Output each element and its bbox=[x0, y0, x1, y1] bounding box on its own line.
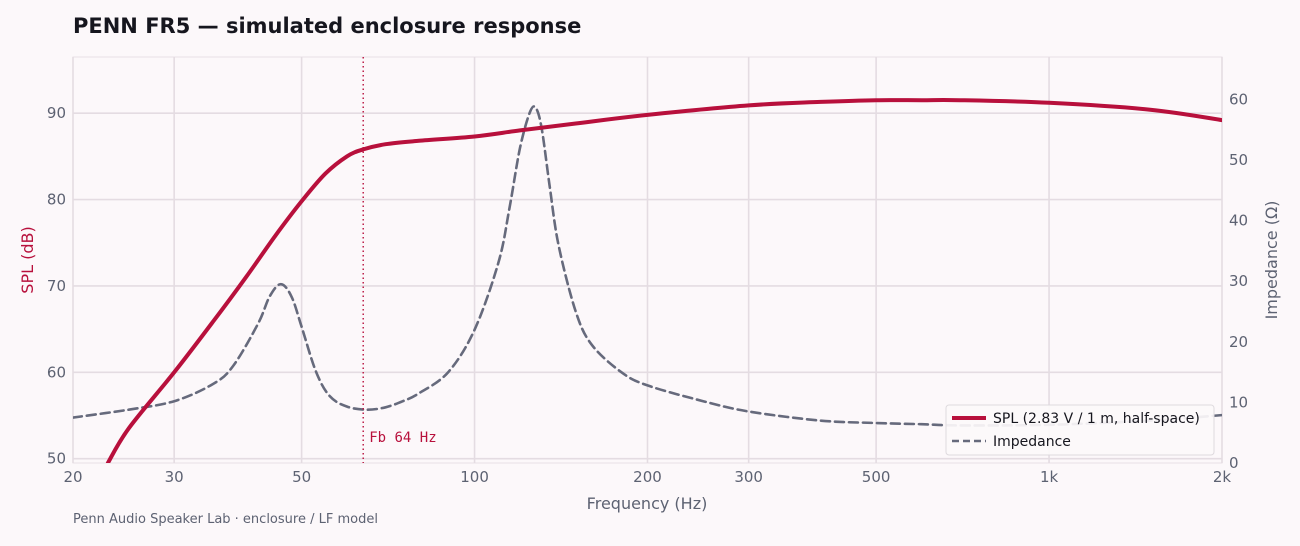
x-tick-label: 200 bbox=[633, 468, 662, 486]
x-tick-label: 50 bbox=[292, 468, 311, 486]
annotation-layer: Fb 64 Hz bbox=[362, 57, 437, 463]
y-tick-label: 90 bbox=[47, 104, 66, 122]
y2-axis-label: Impedance (Ω) bbox=[1262, 201, 1281, 320]
y-tick-label: 80 bbox=[47, 191, 66, 209]
x-tick-label: 100 bbox=[460, 468, 489, 486]
y-axis-label: SPL (dB) bbox=[18, 226, 37, 293]
x-tick-label: 1k bbox=[1040, 468, 1059, 486]
legend-box bbox=[945, 404, 1215, 456]
x-axis-label: Frequency (Hz) bbox=[587, 494, 708, 513]
fb-marker-label: Fb 64 Hz bbox=[369, 430, 436, 446]
x-tick-label: 20 bbox=[63, 468, 82, 486]
legend-label-spl: SPL (2.83 V / 1 m, half-space) bbox=[993, 411, 1200, 427]
x-tick-label: 2k bbox=[1213, 468, 1232, 486]
y2-tick-label: 30 bbox=[1229, 272, 1248, 290]
tick-labels: 20 30 50 100 200 300 500 1k 2k 50 60 70 80 90 0 10 20 30 4… bbox=[47, 90, 1248, 486]
y2-tick-label: 0 bbox=[1229, 454, 1239, 472]
x-tick-label: 300 bbox=[734, 468, 763, 486]
y2-tick-label: 20 bbox=[1229, 333, 1248, 351]
chart-title: PENN FR5 — simulated enclosure response bbox=[73, 14, 582, 38]
x-tick-label: 30 bbox=[165, 468, 184, 486]
y2-tick-label: 10 bbox=[1229, 393, 1248, 411]
x-tick-label: 500 bbox=[862, 468, 891, 486]
y-tick-label: 70 bbox=[47, 277, 66, 295]
impedance-line bbox=[73, 105, 1222, 427]
grid-lines bbox=[72, 57, 1223, 463]
y2-tick-label: 40 bbox=[1229, 212, 1248, 230]
y-tick-label: 60 bbox=[47, 363, 66, 381]
y2-tick-label: 50 bbox=[1229, 151, 1248, 169]
spl-line bbox=[105, 98, 1222, 463]
footer-note: Penn Audio Speaker Lab · enclosure / LF … bbox=[73, 512, 378, 527]
legend: SPL (2.83 V / 1 m, half-space) Impedance bbox=[945, 404, 1215, 456]
y2-tick-label: 60 bbox=[1229, 90, 1248, 108]
legend-label-impedance: Impedance bbox=[993, 434, 1071, 450]
series-layer bbox=[73, 98, 1222, 463]
y-tick-label: 50 bbox=[47, 450, 66, 468]
